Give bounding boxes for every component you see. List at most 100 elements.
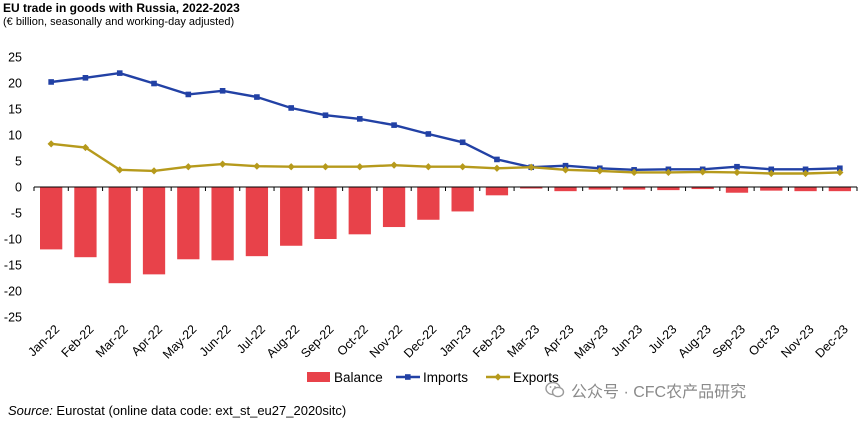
imports-point — [322, 112, 329, 119]
y-tick-label: -5 — [11, 207, 22, 221]
exports-point — [561, 166, 570, 174]
watermark-text: 公众号 · CFC农产品研究 — [571, 384, 747, 401]
imports-point — [562, 162, 569, 169]
balance-bar — [691, 187, 714, 190]
exports-point — [699, 168, 707, 176]
wechat-icon — [545, 381, 565, 398]
balance-bar — [760, 187, 783, 191]
chart-title: EU trade in goods with Russia, 2022-2023 — [3, 1, 240, 15]
x-tick-label: Dec-22 — [401, 322, 439, 360]
y-tick-label: 10 — [8, 129, 22, 143]
exports-point — [184, 163, 192, 171]
y-tick-label: 5 — [15, 155, 22, 169]
balance-bar — [451, 187, 474, 212]
exports-point — [836, 168, 844, 177]
exports-point — [596, 167, 604, 175]
imports-point — [219, 88, 226, 94]
x-tick-label: Aug-22 — [264, 322, 302, 360]
legend-exports-marker — [494, 373, 502, 381]
x-tick-label: Dec-23 — [813, 322, 851, 360]
imports-line — [50, 71, 840, 172]
x-tick-label: Jan-22 — [25, 322, 62, 359]
imports-point — [151, 80, 157, 87]
exports-point — [493, 164, 501, 172]
y-tick-label: -25 — [4, 311, 22, 325]
balance-bar — [828, 187, 851, 192]
balance-bar — [725, 187, 749, 193]
imports-point — [254, 94, 260, 100]
balance-bar — [794, 187, 817, 192]
y-tick-label: 15 — [8, 103, 22, 117]
exports-point — [527, 163, 535, 171]
exports-point — [767, 169, 775, 178]
balance-bar — [622, 187, 646, 190]
x-tick-label: Nov-23 — [778, 322, 816, 360]
series-lines — [47, 70, 844, 178]
x-tick-label: Sep-23 — [710, 322, 748, 360]
y-axis: -25 -20 -15 -10 -5 0 5 10 15 20 25 — [4, 51, 22, 325]
imports-point — [116, 70, 123, 76]
x-tick-label: Nov-22 — [367, 322, 405, 360]
x-tick-label: Jan-23 — [437, 322, 474, 359]
x-tick-label: Feb-22 — [59, 322, 97, 360]
imports-point — [837, 165, 843, 172]
y-tick-label: 20 — [8, 77, 22, 91]
balance-bar — [588, 187, 611, 190]
chart-subtitle: (€ billion, seasonally and working-day a… — [3, 16, 235, 28]
source-label: Source: — [8, 403, 53, 418]
y-tick-label: 25 — [8, 51, 22, 65]
legend: Balance Imports Exports — [307, 370, 559, 385]
y-tick-label: -20 — [4, 285, 22, 299]
x-tick-label: Jun-23 — [608, 322, 645, 359]
source-text: Eurostat (online data code: ext_st_eu27_… — [52, 403, 347, 418]
balance-bar — [40, 187, 63, 250]
exports-point — [219, 160, 227, 168]
exports-point — [390, 161, 398, 169]
x-tick-label: Feb-23 — [470, 322, 508, 360]
legend-imports-label: Imports — [423, 370, 468, 385]
imports-point — [734, 163, 740, 170]
x-tick-label: Apr-22 — [129, 322, 165, 358]
imports-point — [494, 156, 500, 163]
x-tick-label: May-23 — [572, 322, 611, 361]
balance-bar — [142, 187, 166, 275]
x-tick-label: Oct-22 — [334, 322, 370, 358]
balance-bar — [657, 187, 680, 191]
balance-bar — [211, 187, 234, 261]
x-tick-label: Apr-23 — [540, 322, 576, 358]
balance-bar — [280, 187, 303, 246]
balance-bar — [108, 187, 131, 284]
y-tick-label: -15 — [4, 259, 22, 273]
y-tick-label: -10 — [4, 233, 22, 247]
imports-point — [768, 166, 775, 173]
imports-point — [356, 116, 363, 122]
y-tick-label: 0 — [15, 181, 22, 195]
x-tick-label: Sep-22 — [298, 322, 336, 360]
imports-point — [82, 75, 89, 81]
legend-imports-marker — [405, 374, 411, 380]
exports-point — [253, 162, 261, 170]
x-tick-label: Oct-23 — [746, 322, 782, 358]
exports-point — [116, 166, 124, 174]
exports-point — [801, 169, 810, 178]
exports-point — [150, 167, 158, 175]
balance-bar — [245, 187, 269, 257]
balance-bar — [348, 187, 371, 235]
x-tick-label: Aug-23 — [675, 322, 713, 360]
x-axis — [33, 186, 858, 191]
imports-point — [459, 139, 466, 146]
imports-point — [425, 131, 432, 137]
exports-point — [321, 163, 330, 171]
balance-bar — [554, 187, 577, 192]
imports-point — [391, 122, 397, 128]
balance-bar — [382, 187, 406, 228]
source-note: Source: Eurostat (online data code: ext_… — [8, 403, 346, 418]
x-tick-label: Mar-23 — [504, 322, 542, 360]
watermark: 公众号 · CFC农产品研究 — [545, 378, 746, 402]
exports-point — [287, 163, 295, 171]
legend-balance-swatch — [307, 372, 330, 382]
exports-point — [733, 168, 741, 177]
exports-point — [424, 163, 432, 171]
